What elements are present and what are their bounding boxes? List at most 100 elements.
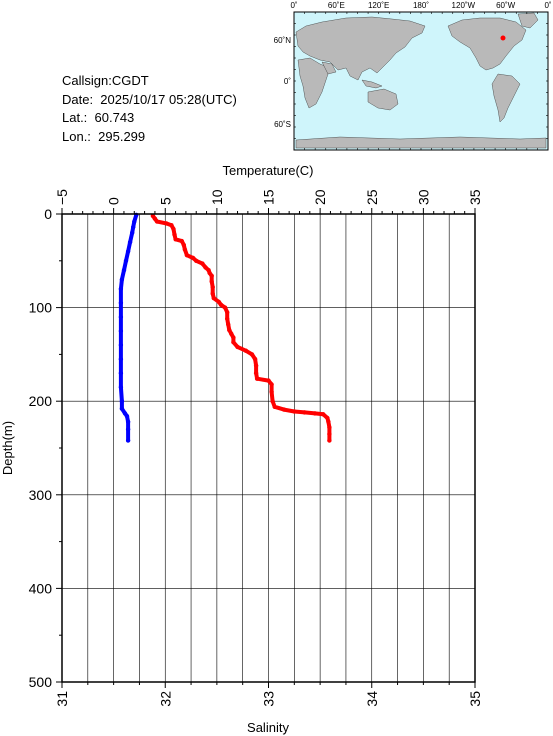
map-longitude-labels: 0˚ 60˚E 120˚E 180˚ 120˚W 60˚W 0˚ [290,1,551,10]
temperature-point [302,410,307,415]
temperature-point [209,279,214,284]
longitude-text: Lon.: 295.299 [62,128,146,144]
map-tick-marks [293,11,549,151]
map-lon-label: 0˚ [290,1,297,10]
salinity-point [119,406,125,411]
salinity-tick-label: 32 [157,691,173,707]
landmass-south-america [491,73,521,123]
station-info: Callsign:CGDT Date: 2025/10/17 05:28(UTC… [62,72,237,146]
temperature-point [253,370,259,376]
temperature-point [253,363,259,368]
temperature-point [154,219,160,224]
salinity-tick-label: 34 [364,691,380,707]
temperature-tick-label: 30 [415,189,431,205]
depth-tick-label: 0 [44,206,52,222]
temperature-point [211,296,216,301]
salinity-point [124,414,130,419]
temperature-point [243,348,248,353]
temperature-tick-label: 15 [261,189,277,205]
landmass-greenland [517,12,539,29]
map-lon-label: 180˚ [413,1,429,10]
callsign-text: Callsign:CGDT [62,73,149,88]
salinity-point [118,314,124,320]
temperature-point [227,327,232,333]
landmass-north-america [447,17,527,71]
salinity-tick-label: 33 [261,691,277,707]
map-lat-label: 60˚S [274,120,291,129]
salinity-point [118,370,124,376]
temperature-point [182,247,188,252]
temperature-tick-label: 35 [467,189,483,205]
salinity-point [125,249,131,254]
temperature-point [181,242,186,248]
temperature-point [321,412,326,417]
temperature-point [171,226,176,232]
salinity-point [118,328,124,334]
temperature-point [326,419,331,424]
temperature-point [218,302,224,307]
salinity-point [118,300,124,306]
salinity-point [130,230,135,235]
temperature-point [209,273,214,278]
station-location-marker [500,35,506,41]
x-top-axis-title: Temperature(C) [222,163,313,178]
temperature-tick-label: 25 [364,189,380,205]
temperature-point [179,238,184,244]
salinity-tick-label: 35 [467,691,483,707]
temperature-point [225,316,230,321]
landmass-antarctica [295,136,547,149]
landmass-africa [297,57,331,109]
depth-tick-label: 200 [29,393,53,409]
map-lon-label: 120˚E [368,1,389,10]
temperature-point [231,340,236,345]
salinity-point [127,239,133,245]
temperature-point [222,305,228,310]
map-lon-label: 120˚W [452,1,476,10]
temperature-point [269,382,274,387]
temperature-point [231,335,236,340]
map-latitude-labels: 60˚N 0˚ 60˚S [274,36,292,129]
map-land [295,12,547,149]
salinity-point [125,419,131,424]
temperature-point [169,223,174,228]
depth-tick-label: 100 [29,300,53,316]
temperature-tick-label: 0 [106,197,122,205]
salinity-point [123,258,129,263]
temperature-point [235,344,240,350]
temperature-tick-label: −5 [54,189,70,205]
salinity-point [118,286,124,292]
x-bottom-axis-title: Salinity [247,720,289,735]
temperature-point [210,291,215,296]
map-lon-label: 60˚W [496,1,516,10]
temperature-point [270,399,275,404]
landmass-australia [367,88,399,111]
landmass-indonesia [361,79,383,89]
temperature-point [172,232,177,237]
salinity-point [119,399,125,404]
salinity-point [121,268,127,273]
y-axis-title: Depth(m) [0,421,15,475]
temperature-point [312,411,318,416]
world-map: 0˚ 60˚E 120˚E 180˚ 120˚W 60˚W 0˚ 60˚N 0˚ 60˚S [274,1,552,151]
temperature-point [190,255,196,261]
temperature-point [184,253,190,258]
salinity-point [119,277,125,282]
salinity-point [118,356,124,362]
temperature-point [252,356,258,362]
temperature-point [249,352,255,357]
temperature-point [281,407,287,412]
axis-ticks [56,208,476,688]
temperature-point [272,404,277,409]
temperature-point [225,310,230,315]
temperature-point [164,221,169,226]
depth-tick-label: 300 [29,487,53,503]
temperature-point [200,261,205,266]
temperature-point [266,378,271,383]
map-lat-label: 60˚N [274,36,292,45]
salinity-point [118,385,124,390]
temperature-tick-label: 10 [209,189,225,205]
map-lon-label: 0˚ [544,1,551,10]
